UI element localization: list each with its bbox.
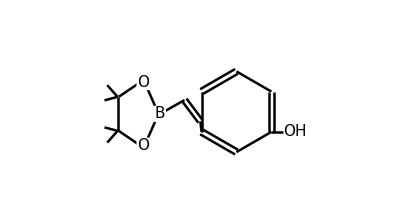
- Text: B: B: [155, 106, 165, 121]
- Text: O: O: [137, 138, 149, 153]
- Text: OH: OH: [284, 124, 307, 139]
- Text: O: O: [137, 75, 149, 89]
